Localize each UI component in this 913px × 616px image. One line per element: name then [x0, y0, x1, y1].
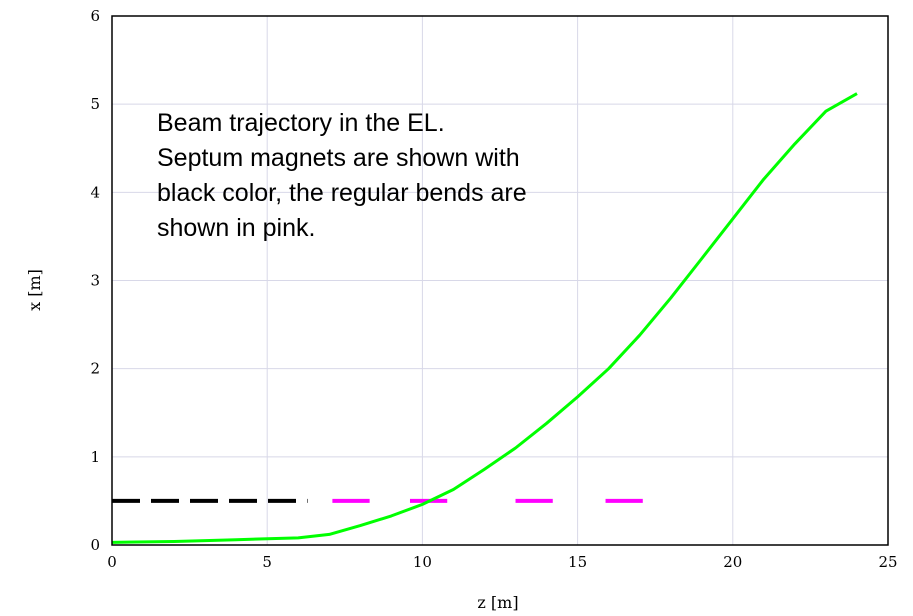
y-axis-label: x [m]: [25, 269, 44, 311]
annotation-text: Beam trajectory in the EL. Septum magnet…: [157, 109, 527, 242]
y-tick-label: 0: [90, 536, 100, 554]
y-tick-label: 5: [90, 95, 100, 113]
annotation-line: black color, the regular bends are: [157, 179, 527, 207]
y-tick-labels: 0 1 2 3 4 5 6: [90, 7, 100, 554]
x-tick-label: 0: [107, 553, 117, 571]
annotation-line: Septum magnets are shown with: [157, 144, 520, 172]
y-tick-label: 6: [90, 7, 100, 25]
x-tick-label: 25: [878, 553, 897, 571]
trajectory-line: [111, 92, 858, 544]
y-tick-label: 3: [90, 272, 100, 290]
y-tick-label: 1: [90, 448, 100, 466]
x-tick-label: 10: [413, 553, 432, 571]
x-tick-labels: 0 5 10 15 20 25: [107, 553, 897, 571]
y-tick-label: 4: [90, 183, 100, 201]
plot-frame: [111, 15, 889, 546]
y-tick-label: 2: [90, 360, 100, 378]
annotation-line: Beam trajectory in the EL.: [157, 109, 445, 137]
x-tick-label: 5: [262, 553, 272, 571]
grid: [112, 16, 888, 545]
annotation-line: shown in pink.: [157, 214, 315, 242]
x-tick-label: 15: [568, 553, 587, 571]
x-tick-label: 20: [723, 553, 742, 571]
x-axis-label: z [m]: [477, 593, 518, 612]
series-layer: [111, 92, 858, 544]
